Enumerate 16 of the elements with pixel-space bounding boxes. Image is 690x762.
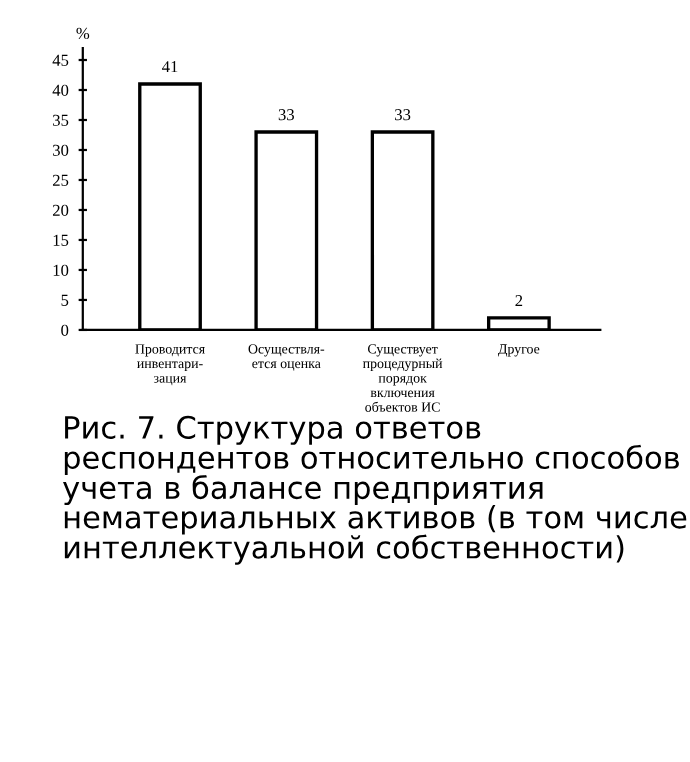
data-label: 33 (278, 109, 294, 121)
y-tick-label: 30 (53, 144, 69, 156)
y-tick-label: 25 (52, 174, 69, 186)
y-tick-label: 5 (61, 294, 69, 306)
text: Рис. 7. Структура ответов респондентов относительно способов учета в балансе предприятия нематериальных активов (в том числе интеллектуальной собственности) (63, 415, 687, 565)
data-label: 2 (515, 295, 523, 307)
data-label: 33 (395, 109, 411, 121)
y-tick-label: 0 (61, 324, 69, 336)
y-tick-label: 45 (52, 54, 69, 66)
y-axis-title: % (76, 27, 90, 40)
y-tick-label: 15 (53, 234, 69, 246)
y-tick-label: 20 (52, 204, 69, 216)
y-tick-label: 35 (53, 114, 69, 126)
y-tick-label: 40 (52, 84, 69, 96)
y-tick-label: 10 (53, 264, 69, 276)
data-label: 41 (162, 61, 178, 73)
